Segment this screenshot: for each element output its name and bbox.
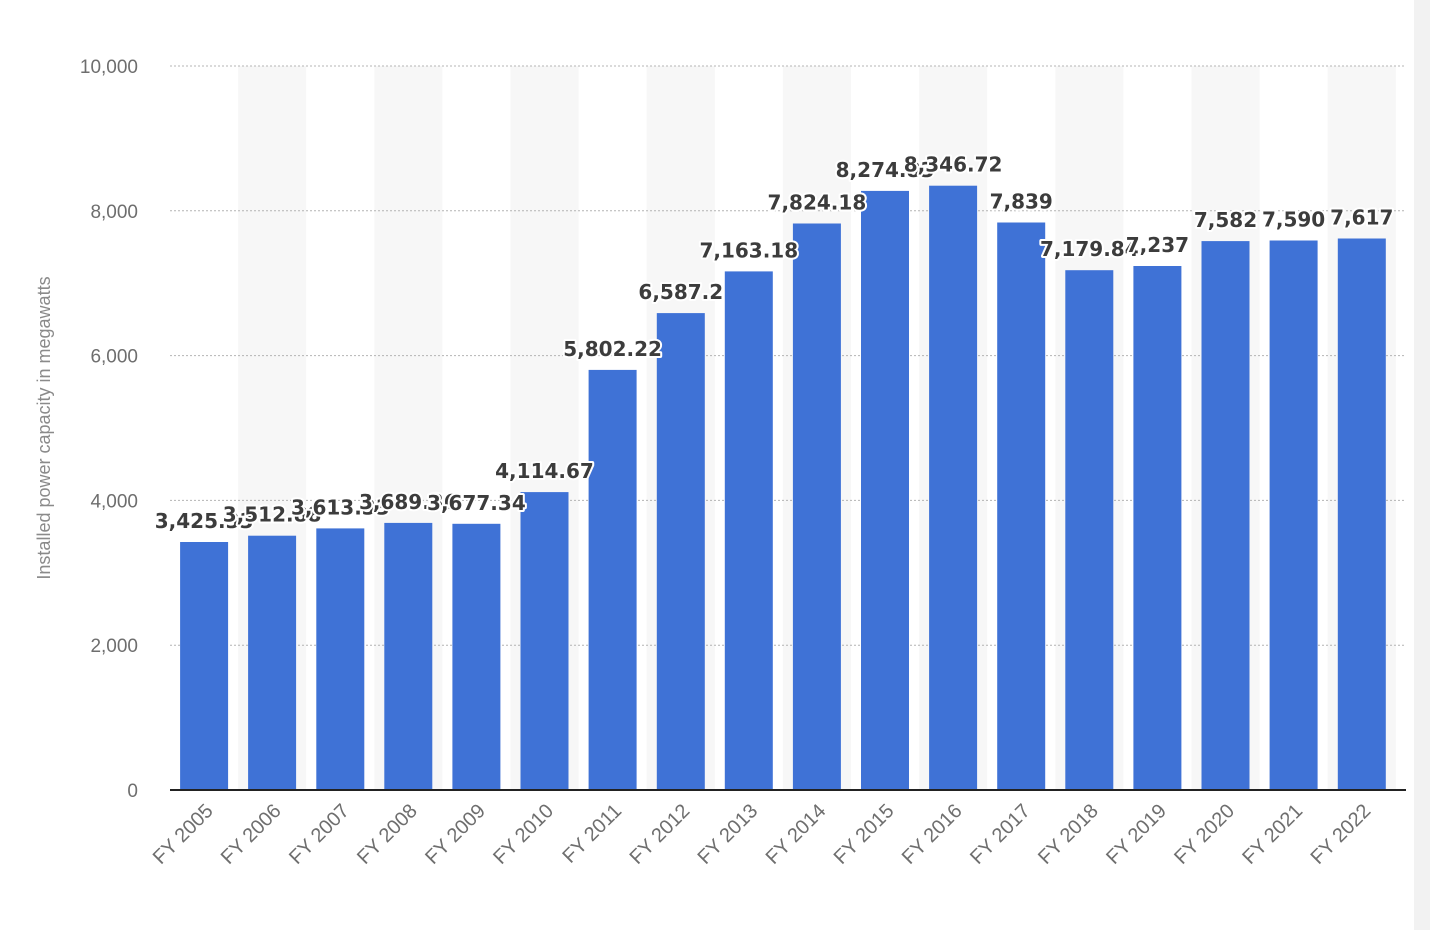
bar xyxy=(316,528,365,790)
x-tick-label: FY 2011 xyxy=(558,800,626,868)
bar xyxy=(792,223,841,790)
data-label: 5,802.22 xyxy=(563,337,662,361)
data-label: 7,582 xyxy=(1194,208,1257,232)
bar xyxy=(724,271,773,790)
bar xyxy=(180,542,229,790)
data-label: 7,617 xyxy=(1330,206,1393,230)
bar xyxy=(929,185,978,790)
x-tick-label: FY 2016 xyxy=(898,800,967,869)
x-tick-label: FY 2015 xyxy=(830,800,899,869)
x-tick-label: FY 2012 xyxy=(626,800,695,869)
data-label: 8,346.72 xyxy=(904,153,1003,177)
x-tick-label: FY 2020 xyxy=(1170,800,1239,869)
data-label: 3,613.33 xyxy=(291,495,390,519)
bar xyxy=(588,369,637,790)
data-label: 3,512.88 xyxy=(223,503,322,527)
gridlines xyxy=(170,65,1406,646)
x-tick-label: FY 2019 xyxy=(1102,800,1171,869)
x-tick-label: FY 2022 xyxy=(1307,800,1376,869)
y-axis-ticks: 0 2,000 4,000 6,000 8,000 10,000 xyxy=(80,57,138,802)
y-axis-title: Installed power capacity in megawatts xyxy=(34,276,54,579)
data-label: 7,824.18 xyxy=(768,191,867,215)
data-label: 6,587.2 xyxy=(638,280,723,304)
bar xyxy=(1133,266,1182,790)
bar xyxy=(1201,241,1250,791)
data-label: 3,425.33 xyxy=(155,509,254,533)
x-tick-label: FY 2009 xyxy=(421,800,490,869)
x-tick-label: FY 2008 xyxy=(353,800,422,869)
bar xyxy=(520,492,569,790)
data-label: 7,237 xyxy=(1126,233,1189,257)
y-tick-label: 6,000 xyxy=(90,347,138,368)
bar xyxy=(1269,240,1318,790)
bar xyxy=(861,190,909,790)
y-tick-label: 4,000 xyxy=(90,491,138,512)
x-tick-label: FY 2006 xyxy=(217,800,286,869)
data-label: 3,677.34 xyxy=(427,491,526,515)
x-tick-label: FY 2013 xyxy=(694,800,763,869)
data-label: 8,274.83 xyxy=(836,158,935,182)
data-label: 7,839 xyxy=(990,190,1053,214)
bar xyxy=(248,535,297,790)
right-edge-shade xyxy=(1414,0,1430,930)
data-label: 7,163.18 xyxy=(699,238,798,262)
x-tick-label: FY 2005 xyxy=(149,800,218,869)
x-tick-label: FY 2014 xyxy=(762,800,831,869)
data-label: 4,114.67 xyxy=(495,459,594,483)
x-axis-ticks: FY 2005 FY 2006 FY 2007 FY 2008 FY 2009 FY 20… xyxy=(149,800,1375,869)
data-label: 7,590 xyxy=(1262,208,1325,232)
bar xyxy=(384,522,433,790)
data-label: 3,689.36 xyxy=(359,490,458,514)
data-label: 7,179.84 xyxy=(1040,237,1139,261)
bar xyxy=(452,523,501,790)
bar xyxy=(1065,270,1114,790)
bar xyxy=(997,222,1046,790)
y-tick-label: 8,000 xyxy=(90,202,138,223)
data-labels: 3,425.333,512.883,613.333,689.363,677.34… xyxy=(153,151,1396,535)
x-tick-label: FY 2018 xyxy=(1034,800,1103,869)
x-tick-label: FY 2010 xyxy=(489,800,558,869)
x-tick-label: FY 2017 xyxy=(966,800,1035,869)
bars xyxy=(180,185,1386,791)
x-tick-label: FY 2007 xyxy=(285,800,354,869)
x-tick-label: FY 2021 xyxy=(1238,800,1307,869)
y-tick-label: 10,000 xyxy=(80,57,138,78)
bar xyxy=(656,313,705,790)
y-tick-label: 2,000 xyxy=(90,636,138,657)
bar xyxy=(1337,238,1386,790)
y-tick-label: 0 xyxy=(127,781,138,802)
